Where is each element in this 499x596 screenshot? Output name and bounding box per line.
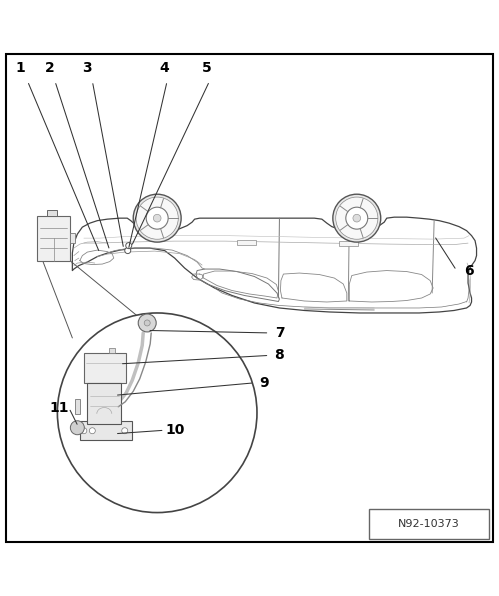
Text: 10: 10 [165, 423, 184, 437]
Bar [84, 353, 126, 383]
Circle shape [346, 207, 368, 229]
Text: 6: 6 [464, 263, 474, 278]
Circle shape [57, 313, 257, 513]
Bar [47, 210, 57, 216]
Circle shape [146, 207, 168, 229]
Text: 3: 3 [82, 61, 92, 76]
Bar [37, 216, 70, 260]
Bar [75, 399, 80, 414]
Circle shape [153, 215, 161, 222]
Bar [369, 508, 489, 539]
Circle shape [125, 247, 131, 253]
Bar [109, 348, 115, 353]
Bar [237, 240, 256, 244]
Circle shape [136, 197, 178, 239]
Text: 1: 1 [15, 61, 25, 76]
Circle shape [138, 314, 156, 332]
Circle shape [126, 243, 132, 249]
Circle shape [353, 215, 361, 222]
Text: 11: 11 [49, 401, 69, 415]
Text: 5: 5 [202, 61, 212, 76]
Text: 2: 2 [45, 61, 55, 76]
Circle shape [144, 320, 150, 326]
Circle shape [333, 194, 381, 242]
Text: 7: 7 [274, 326, 284, 340]
Text: N92-10373: N92-10373 [398, 519, 460, 529]
Circle shape [133, 194, 181, 242]
Circle shape [70, 421, 84, 434]
Text: 4: 4 [160, 61, 170, 76]
Bar [80, 421, 132, 440]
Polygon shape [72, 217, 477, 313]
Circle shape [81, 428, 87, 434]
Circle shape [89, 428, 95, 434]
Text: 9: 9 [259, 376, 269, 390]
Circle shape [122, 428, 128, 434]
Bar [339, 241, 358, 246]
Circle shape [336, 197, 378, 239]
Bar [70, 233, 75, 243]
Bar [87, 383, 121, 424]
Text: 8: 8 [274, 349, 284, 362]
